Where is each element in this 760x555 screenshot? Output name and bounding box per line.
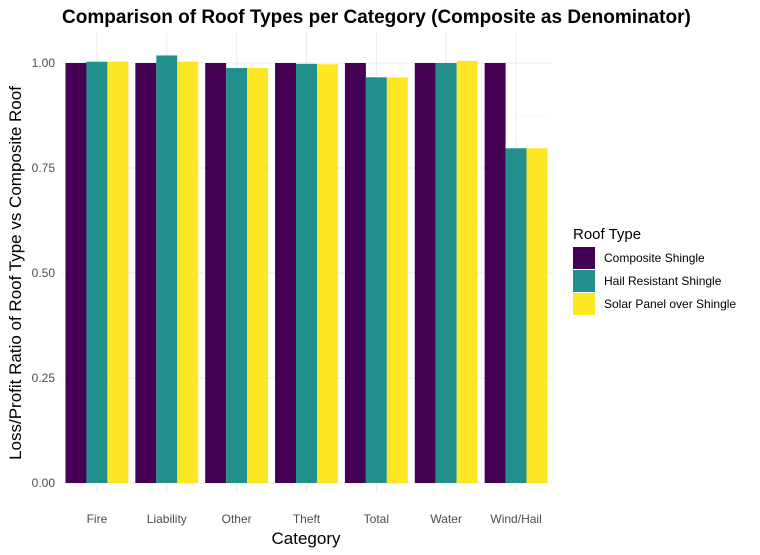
x-axis-ticks: Fire Liability Other Theft Total Water Wind/Ha… <box>87 512 542 526</box>
x-tick-label: Fire <box>87 512 108 526</box>
bar <box>177 61 199 484</box>
x-tick-label: Wind/Hail <box>490 512 541 526</box>
bar <box>86 61 108 484</box>
x-tick-label: Other <box>222 512 252 526</box>
y-axis-title: Loss/Profit Ratio of Roof Type vs Compos… <box>6 86 25 460</box>
bar <box>365 77 387 483</box>
y-tick-label: 0.00 <box>32 476 56 490</box>
bar <box>296 63 317 484</box>
bars <box>65 55 548 484</box>
bar <box>435 63 457 483</box>
legend-key <box>573 270 595 292</box>
y-axis-ticks: 0.00 0.25 0.50 0.75 1.00 <box>32 56 56 490</box>
bar <box>107 61 129 484</box>
legend-label: Solar Panel over Shingle <box>604 297 736 311</box>
x-tick-label: Theft <box>293 512 321 526</box>
legend-title: Roof Type <box>573 226 641 243</box>
bar <box>65 63 87 483</box>
x-tick-label: Liability <box>147 512 187 526</box>
y-tick-label: 0.75 <box>32 161 56 175</box>
bar <box>156 55 178 483</box>
bar <box>484 63 506 483</box>
bar <box>526 148 548 483</box>
legend-key <box>573 293 595 315</box>
bar <box>247 68 269 483</box>
bar <box>344 63 366 483</box>
bar <box>275 63 297 483</box>
chart-title: Comparison of Roof Types per Category (C… <box>62 7 691 28</box>
legend-key <box>573 247 595 269</box>
bar <box>505 148 527 483</box>
legend-label: Hail Resistant Shingle <box>604 274 722 288</box>
legend-label: Composite Shingle <box>604 251 705 265</box>
bar <box>414 63 436 483</box>
x-axis-title: Category <box>272 529 341 548</box>
y-tick-label: 0.50 <box>32 266 56 280</box>
bar <box>316 64 338 483</box>
bar <box>226 68 248 483</box>
y-tick-label: 1.00 <box>32 56 56 70</box>
bar <box>456 60 478 484</box>
y-tick-label: 0.25 <box>32 371 56 385</box>
x-tick-label: Total <box>364 512 389 526</box>
bar <box>135 63 157 483</box>
legend: Roof Type Composite Shingle Hail Resistan… <box>573 226 736 315</box>
bar <box>386 77 408 483</box>
x-tick-label: Water <box>430 512 462 526</box>
bar <box>205 63 227 483</box>
